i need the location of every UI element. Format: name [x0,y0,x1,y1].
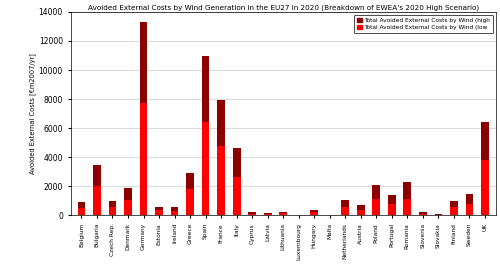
Bar [419,213,427,215]
Bar [450,207,458,215]
Bar [357,205,364,215]
Bar [388,195,396,215]
Bar [466,204,473,215]
Bar [481,160,489,215]
Bar [404,182,411,215]
Bar [170,207,178,215]
Bar [186,173,194,215]
Bar [388,204,396,215]
Bar [264,213,272,215]
Bar [108,201,116,215]
Bar [481,122,489,215]
Bar [124,188,132,215]
Bar [155,210,163,215]
Bar [264,214,272,215]
Bar [233,148,240,215]
Bar [140,22,147,215]
Bar [342,200,349,215]
Bar [248,213,256,215]
Bar [280,213,287,215]
Bar [202,55,209,215]
Bar [310,210,318,215]
Bar [124,200,132,215]
Bar [404,199,411,215]
Bar [233,177,240,215]
Bar [450,201,458,215]
Title: Avoided External Costs by Wind Generation in the EU27 in 2020 (Breakdown of EWEA: Avoided External Costs by Wind Generatio… [88,4,479,11]
Bar [170,211,178,215]
Bar [217,145,225,215]
Bar [78,201,86,215]
Bar [357,210,364,215]
Bar [434,214,442,215]
Bar [93,165,101,215]
Bar [466,194,473,215]
Bar [140,103,147,215]
Bar [372,199,380,215]
Bar [202,122,209,215]
Bar [248,214,256,215]
Bar [108,207,116,215]
Bar [372,185,380,215]
Bar [186,189,194,215]
Bar [419,214,427,215]
Bar [217,100,225,215]
Legend: Total Avoided External Costs by Wind (high, Total Avoided External Costs by Wind: Total Avoided External Costs by Wind (hi… [354,15,493,33]
Bar [155,207,163,215]
Y-axis label: Avoided External Costs [€m2007/yr]: Avoided External Costs [€m2007/yr] [29,53,36,174]
Bar [342,207,349,215]
Bar [310,213,318,215]
Bar [280,213,287,215]
Bar [93,186,101,215]
Bar [78,208,86,215]
